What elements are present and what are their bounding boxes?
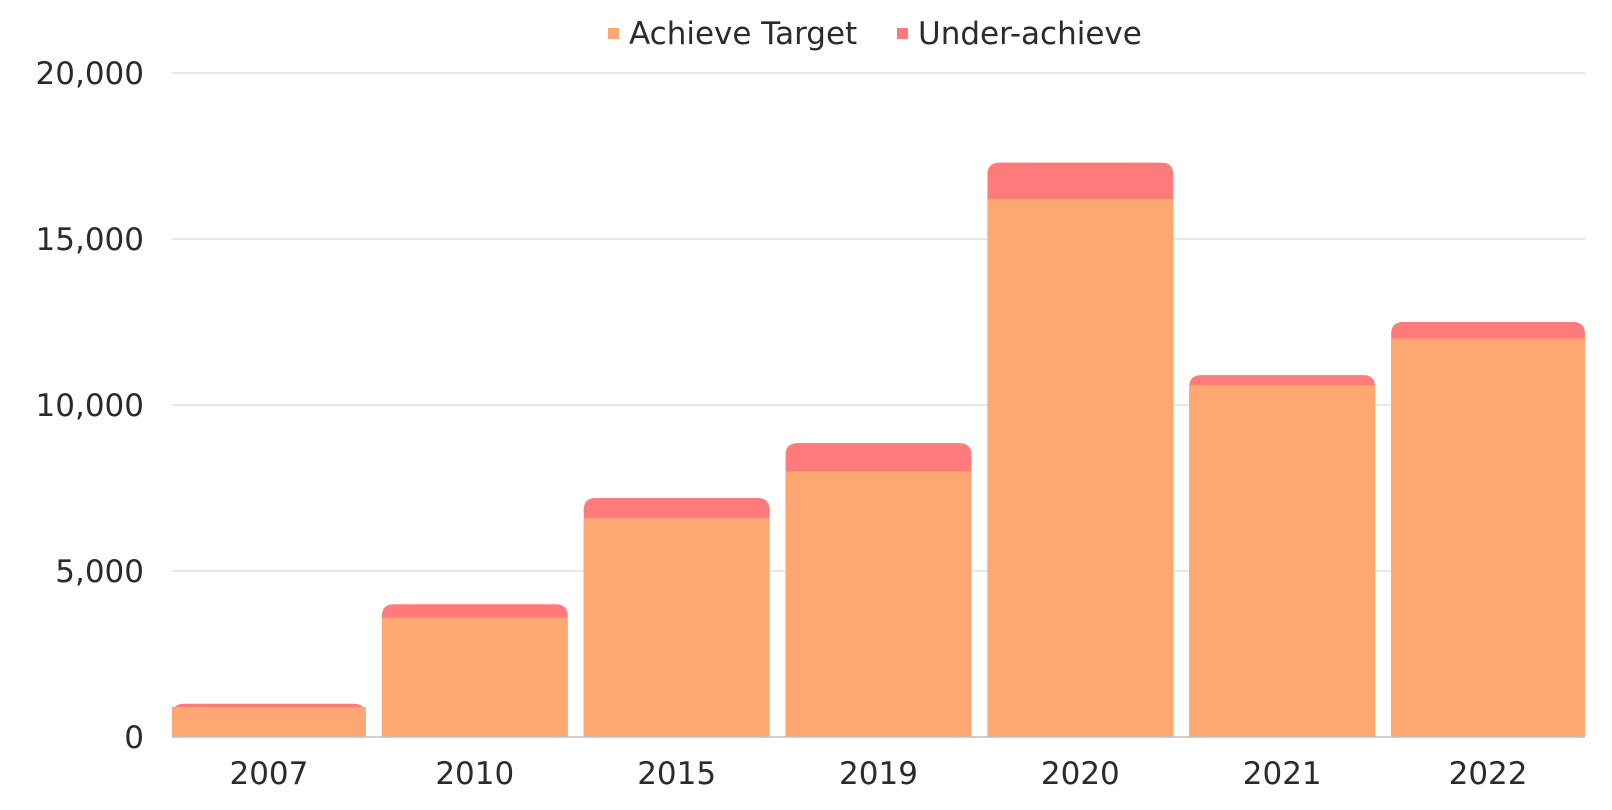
x-tick-label: 2020 — [1041, 756, 1120, 792]
axes: 0 5,000 10,000 15,000 20,000 2007 2010 2015 2019… — [36, 56, 1585, 792]
x-tick-label: 2022 — [1449, 756, 1528, 792]
bar-group-2019 — [785, 443, 972, 737]
bar-achieve-target-2021 — [1189, 385, 1376, 737]
bar-achieve-target-2007 — [172, 707, 366, 737]
legend-swatch — [608, 28, 619, 39]
legend-label: Achieve Target — [629, 16, 857, 52]
bar-group-2010 — [381, 604, 568, 737]
bars — [172, 162, 1585, 737]
legend-item-achieve-target: Achieve Target — [608, 16, 857, 52]
bar-achieve-target-2010 — [381, 617, 568, 737]
bar-group-2022 — [1391, 322, 1585, 737]
x-tick-label: 2019 — [839, 756, 918, 792]
legend: Achieve Target Under-achieve — [608, 16, 1142, 52]
y-tick-label: 10,000 — [36, 388, 144, 424]
bar-achieve-target-2022 — [1391, 338, 1585, 737]
legend-label: Under-achieve — [918, 16, 1142, 52]
bar-group-2015 — [583, 497, 770, 737]
bar-group-2021 — [1189, 375, 1376, 737]
y-tick-label: 15,000 — [36, 222, 144, 258]
y-tick-label: 0 — [124, 720, 144, 756]
x-tick-label: 2021 — [1243, 756, 1322, 792]
bar-achieve-target-2015 — [583, 517, 770, 737]
x-tick-label: 2007 — [229, 756, 308, 792]
x-tick-label: 2015 — [637, 756, 716, 792]
legend-item-under-achieve: Under-achieve — [897, 16, 1142, 52]
bar-achieve-target-2020 — [987, 199, 1174, 737]
bar-group-2007 — [172, 703, 366, 737]
bar-group-2020 — [987, 162, 1174, 737]
y-tick-label: 20,000 — [36, 56, 144, 92]
y-tick-label: 5,000 — [55, 554, 144, 590]
x-tick-label: 2010 — [435, 756, 514, 792]
legend-swatch — [897, 28, 908, 39]
bar-achieve-target-2019 — [785, 471, 972, 737]
